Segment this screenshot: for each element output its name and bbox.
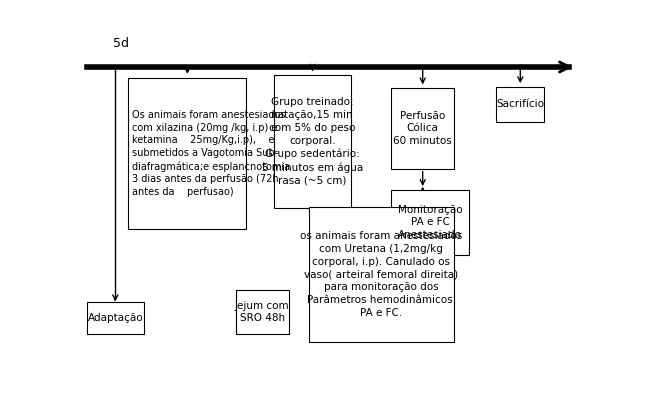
FancyBboxPatch shape <box>496 87 544 122</box>
Text: Os animais foram anestesiados
com xilazina (20mg /kg, i.p) e
ketamina    25mg/Kg: Os animais foram anestesiados com xilazi… <box>132 110 291 197</box>
Text: Adaptação: Adaptação <box>88 313 143 323</box>
Text: Perfusão
Cólica
60 minutos: Perfusão Cólica 60 minutos <box>393 111 452 146</box>
Text: Jejum com
SRO 48h: Jejum com SRO 48h <box>235 301 289 323</box>
FancyBboxPatch shape <box>391 190 469 255</box>
Text: os animais foram anestesiados
com Uretana (1,2mg/kg
corporal, i.p). Canulado os
: os animais foram anestesiados com Uretan… <box>300 231 463 318</box>
FancyBboxPatch shape <box>391 88 453 169</box>
FancyBboxPatch shape <box>309 207 453 342</box>
Text: Grupo treinado:
natação,15 min
com 5% do peso
corporal.
Grupo sedentário:
5 minu: Grupo treinado: natação,15 min com 5% do… <box>262 97 363 186</box>
FancyBboxPatch shape <box>87 302 144 334</box>
Text: 5d: 5d <box>113 37 129 50</box>
Text: Monitoração
PA e FC
Anestesiado: Monitoração PA e FC Anestesiado <box>398 204 463 240</box>
FancyBboxPatch shape <box>273 74 351 208</box>
Text: Sacrifício: Sacrifício <box>496 99 544 109</box>
FancyBboxPatch shape <box>129 78 246 229</box>
FancyBboxPatch shape <box>236 290 289 334</box>
